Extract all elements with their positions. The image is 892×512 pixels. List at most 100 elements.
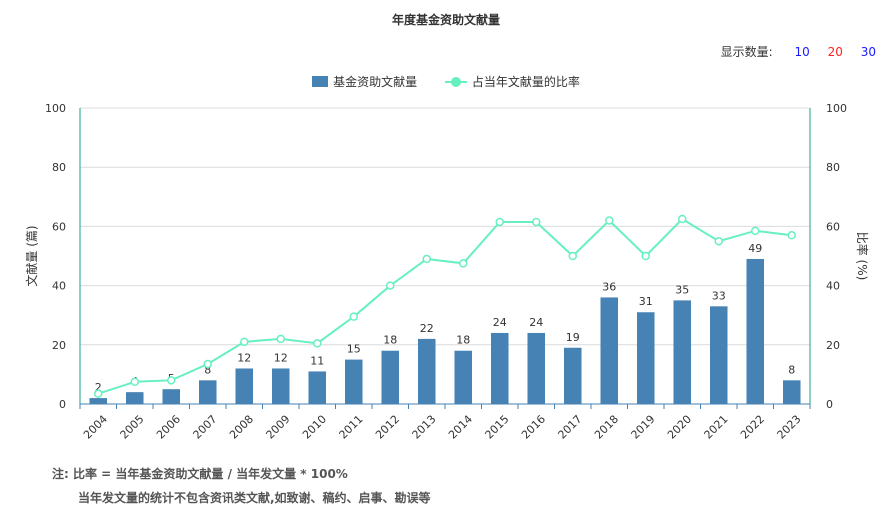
bar: [490, 332, 509, 404]
y-tick-label: 0: [59, 398, 66, 411]
ratio-point: [751, 226, 760, 236]
bar-value-label: 49: [748, 242, 762, 255]
display-count-option-20[interactable]: 20: [827, 45, 843, 59]
ratio-point: [459, 259, 468, 268]
ratio-point: [130, 377, 139, 387]
bar: [782, 380, 801, 404]
legend-bar-swatch: [312, 76, 329, 87]
bar: [454, 350, 473, 404]
ratio-point: [641, 251, 650, 261]
y2-tick-label: 80: [826, 161, 840, 174]
bar: [600, 297, 619, 404]
bar-value-label: 31: [639, 295, 653, 308]
legend-item-line[interactable]: 占当年文献量的比率: [444, 73, 580, 90]
bar: [709, 306, 728, 404]
y-tick-label: 100: [45, 102, 66, 115]
x-tick-label: 2018: [592, 413, 621, 442]
y2-tick-label: 0: [826, 398, 833, 411]
ratio-point: [714, 236, 723, 246]
ratio-point: [386, 281, 395, 290]
bar: [673, 300, 692, 404]
bar-value-label: 24: [529, 316, 543, 329]
legend-bar-label: 基金资助文献量: [333, 75, 418, 89]
x-tick-label: 2008: [227, 413, 256, 442]
bar-value-label: 22: [420, 322, 434, 335]
x-tick-label: 2023: [775, 413, 804, 442]
bar-value-label: 12: [237, 351, 251, 364]
y-tick-label: 20: [52, 339, 66, 352]
bar-value-label: 8: [204, 363, 211, 376]
ratio-point: [167, 376, 176, 385]
bar-value-label: 11: [310, 354, 324, 367]
bar-value-label: 15: [347, 343, 361, 356]
bar: [162, 389, 181, 404]
ratio-point: [240, 337, 249, 347]
x-tick-label: 2007: [191, 413, 220, 442]
y-tick-label: 60: [52, 220, 66, 233]
y2-tick-label: 100: [826, 102, 847, 115]
ratio-point: [787, 231, 796, 240]
x-tick-label: 2005: [118, 413, 147, 442]
y2-tick-label: 20: [826, 339, 840, 352]
y2-tick-label: 60: [826, 220, 840, 233]
chart-legend: 基金资助文献量 占当年文献量的比率: [0, 73, 892, 90]
ratio-point: [94, 389, 103, 398]
bar: [417, 338, 436, 404]
x-tick-label: 2010: [300, 413, 329, 442]
ratio-point: [276, 334, 285, 344]
x-tick-label: 2017: [556, 413, 585, 442]
bar: [125, 392, 144, 404]
display-count-selector: 显示数量: 10 20 30: [721, 43, 876, 60]
chart-title: 年度基金资助文献量: [391, 13, 500, 27]
x-tick-label: 2021: [702, 413, 731, 442]
x-tick-label: 2022: [738, 413, 767, 442]
bar: [89, 398, 108, 404]
bar: [198, 380, 217, 404]
x-tick-label: 2020: [665, 413, 694, 442]
ratio-point: [495, 217, 504, 227]
bar: [235, 368, 254, 404]
display-count-option-10[interactable]: 10: [794, 45, 810, 59]
display-count-option-30[interactable]: 30: [860, 45, 876, 59]
ratio-point: [605, 216, 614, 225]
bar-value-label: 18: [456, 334, 470, 347]
legend-line-label: 占当年文献量的比率: [471, 75, 580, 89]
bar: [746, 258, 765, 404]
ratio-point: [349, 312, 358, 321]
bar-value-label: 36: [602, 280, 616, 293]
bar-value-label: 35: [675, 283, 689, 296]
legend-line-swatch: [444, 76, 467, 87]
note-ratio-formula: 注: 比率 = 当年基金资助文献量 / 当年发文量 * 100%: [52, 467, 348, 481]
x-tick-label: 2011: [337, 413, 366, 442]
bar: [527, 332, 546, 404]
bar-value-label: 12: [274, 351, 288, 364]
x-tick-label: 2012: [373, 413, 402, 442]
x-tick-label: 2019: [629, 413, 658, 442]
x-tick-label: 2015: [483, 413, 512, 442]
y-tick-label: 40: [52, 280, 66, 293]
bar-value-label: 2: [95, 381, 102, 394]
bar: [381, 350, 400, 404]
x-tick-label: 2016: [519, 413, 548, 442]
bar-value-label: 18: [383, 334, 397, 347]
y-tick-label: 80: [52, 161, 66, 174]
x-tick-label: 2004: [81, 413, 110, 442]
x-tick-label: 2013: [410, 413, 439, 442]
x-tick-label: 2006: [154, 413, 183, 442]
bar-value-label: 24: [493, 316, 507, 329]
bar-value-label: 8: [788, 363, 795, 376]
ratio-point: [422, 254, 431, 264]
legend-item-bar[interactable]: 基金资助文献量: [312, 73, 417, 90]
x-tick-label: 2014: [446, 413, 475, 442]
ratio-point: [203, 359, 212, 369]
ratio-point: [568, 251, 577, 261]
bar: [308, 371, 327, 404]
ratio-point: [678, 214, 687, 224]
bar-value-label: 19: [566, 331, 580, 344]
bar-value-label: 33: [712, 289, 726, 302]
y2-axis-title: 比率 (%): [855, 232, 870, 281]
bar: [344, 359, 363, 404]
x-tick-label: 2009: [264, 413, 293, 442]
note-exclusion: 当年发文量的统计不包含资讯类文献,如致谢、稿约、启事、勘误等: [78, 491, 431, 505]
